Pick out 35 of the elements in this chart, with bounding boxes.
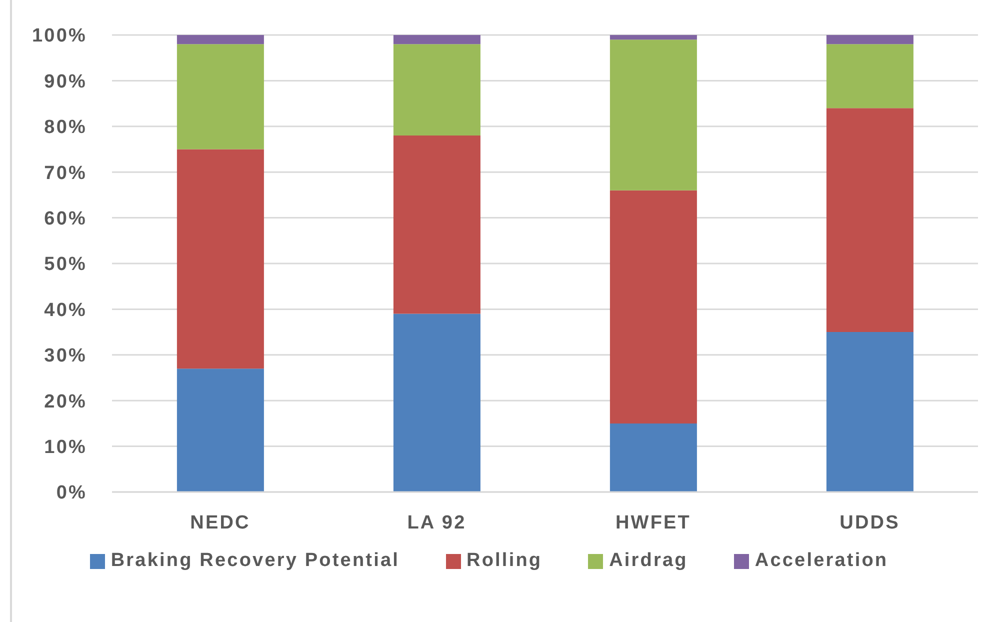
x-tick-label: UDDS [840,512,900,534]
bar [393,44,480,136]
x-tick-label: LA 92 [407,512,466,534]
y-tick-label: 30% [44,346,87,367]
bar [610,423,697,492]
bar [393,136,480,314]
y-tick-label: 70% [44,162,87,184]
bar [610,35,697,40]
bar [610,190,697,424]
y-tick-label: 60% [44,208,87,230]
y-tick-label: 50% [44,254,87,276]
y-tick-label: 20% [44,391,87,412]
bar [826,108,914,332]
y-tick-label: 10% [44,437,87,458]
x-tick-label: NEDC [190,512,250,534]
bar [826,44,914,108]
bar [176,35,264,44]
legend-label: Braking Recovery Potential [110,550,400,572]
y-tick-label: 90% [44,71,87,92]
bar [610,40,697,190]
y-tick-label: 100% [32,26,87,47]
bar [393,35,480,44]
bar [826,35,914,44]
bar [176,368,264,492]
y-tick-label: 0% [56,482,87,504]
legend-label: Rolling [466,550,542,572]
y-tick-label: 40% [44,300,87,321]
legend-label: Airdrag [609,550,688,572]
bar [176,44,264,150]
legend-label: Acceleration [754,550,888,572]
x-tick-label: HWFET [615,512,692,534]
bar [826,332,914,492]
y-tick-label: 80% [44,117,87,138]
bar [176,149,264,369]
bar [393,314,480,492]
